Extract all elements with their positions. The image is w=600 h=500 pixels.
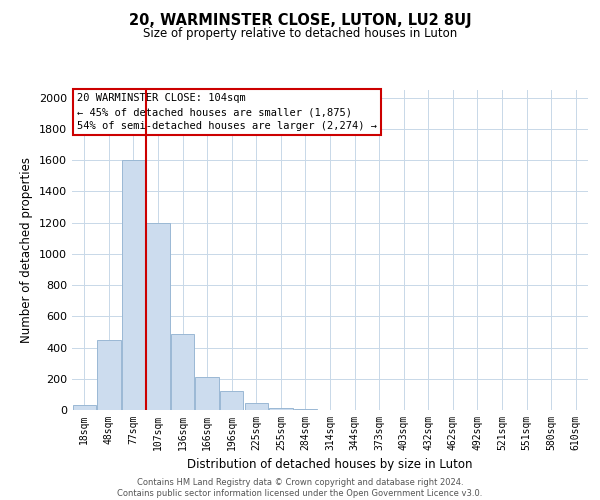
Bar <box>245 403 268 410</box>
Bar <box>171 334 194 410</box>
Text: Size of property relative to detached houses in Luton: Size of property relative to detached ho… <box>143 28 457 40</box>
Bar <box>220 392 244 410</box>
Bar <box>146 222 170 410</box>
Text: 20, WARMINSTER CLOSE, LUTON, LU2 8UJ: 20, WARMINSTER CLOSE, LUTON, LU2 8UJ <box>128 12 472 28</box>
Text: 20 WARMINSTER CLOSE: 104sqm
← 45% of detached houses are smaller (1,875)
54% of : 20 WARMINSTER CLOSE: 104sqm ← 45% of det… <box>77 93 377 131</box>
Bar <box>122 160 145 410</box>
Bar <box>73 404 96 410</box>
Y-axis label: Number of detached properties: Number of detached properties <box>20 157 34 343</box>
Bar <box>294 409 317 410</box>
Bar <box>196 377 219 410</box>
X-axis label: Distribution of detached houses by size in Luton: Distribution of detached houses by size … <box>187 458 473 471</box>
Bar <box>269 408 293 410</box>
Text: Contains HM Land Registry data © Crown copyright and database right 2024.
Contai: Contains HM Land Registry data © Crown c… <box>118 478 482 498</box>
Bar <box>97 340 121 410</box>
